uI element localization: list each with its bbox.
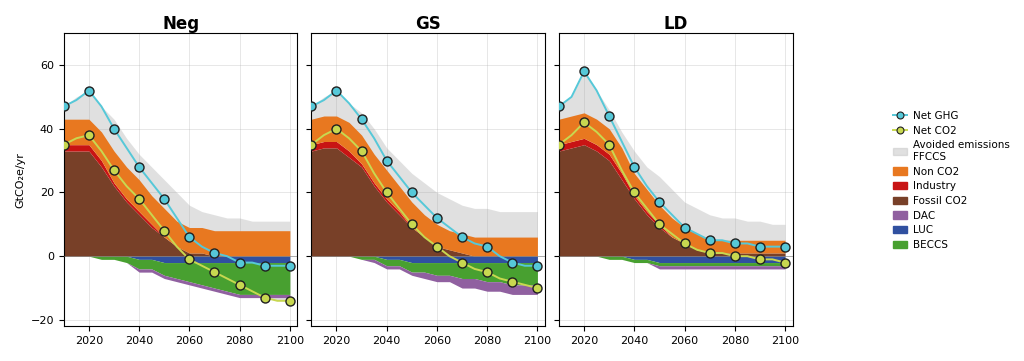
Legend: Net GHG, Net CO2, Avoided emissions
FFCCS, Non CO2, Industry, Fossil CO2, DAC, L: Net GHG, Net CO2, Avoided emissions FFCC… — [889, 107, 1014, 254]
Title: GS: GS — [416, 15, 441, 33]
Y-axis label: GtCO₂e/yr: GtCO₂e/yr — [15, 152, 25, 208]
Title: LD: LD — [664, 15, 688, 33]
Title: Neg: Neg — [162, 15, 199, 33]
